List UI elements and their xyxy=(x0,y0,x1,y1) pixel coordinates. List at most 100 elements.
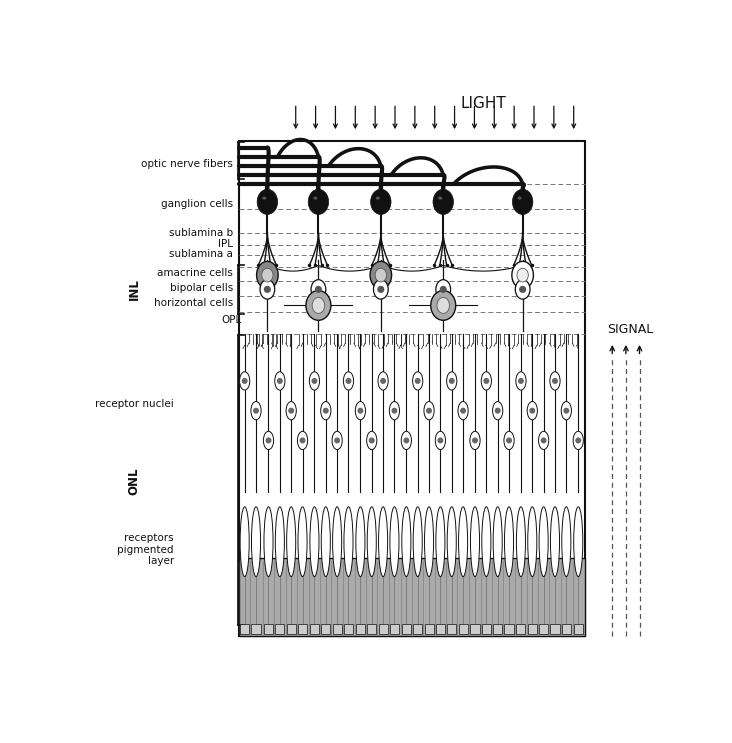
Ellipse shape xyxy=(471,507,479,577)
Ellipse shape xyxy=(308,189,329,215)
Ellipse shape xyxy=(240,507,249,577)
Ellipse shape xyxy=(260,279,274,299)
Circle shape xyxy=(438,438,443,443)
Ellipse shape xyxy=(373,279,388,299)
Ellipse shape xyxy=(573,431,583,450)
Circle shape xyxy=(404,438,408,443)
Ellipse shape xyxy=(458,507,468,577)
Bar xyxy=(574,623,583,634)
Circle shape xyxy=(300,438,305,443)
Circle shape xyxy=(254,409,258,413)
Text: sublamina a: sublamina a xyxy=(169,249,234,259)
Bar xyxy=(367,623,376,634)
Circle shape xyxy=(576,438,580,443)
Text: horizontal cells: horizontal cells xyxy=(154,298,234,308)
Bar xyxy=(298,623,307,634)
Ellipse shape xyxy=(310,372,320,390)
Ellipse shape xyxy=(355,401,365,420)
Text: LIGHT: LIGHT xyxy=(460,96,506,111)
Ellipse shape xyxy=(367,507,376,577)
Ellipse shape xyxy=(550,507,559,577)
Circle shape xyxy=(427,409,431,413)
Circle shape xyxy=(449,379,454,383)
Circle shape xyxy=(530,409,534,413)
Circle shape xyxy=(242,379,247,383)
Bar xyxy=(402,623,411,634)
Bar xyxy=(356,623,365,634)
Bar xyxy=(264,623,273,634)
Text: receptor nuclei: receptor nuclei xyxy=(95,399,173,409)
Ellipse shape xyxy=(512,189,533,215)
Ellipse shape xyxy=(370,189,391,215)
Ellipse shape xyxy=(252,507,261,577)
Ellipse shape xyxy=(264,507,273,577)
Circle shape xyxy=(564,409,569,413)
Text: INL: INL xyxy=(127,279,141,300)
Ellipse shape xyxy=(378,507,388,577)
Ellipse shape xyxy=(321,401,331,420)
Ellipse shape xyxy=(297,431,307,450)
Ellipse shape xyxy=(515,279,530,299)
Text: OPL: OPL xyxy=(222,315,242,325)
Circle shape xyxy=(315,287,321,292)
Bar xyxy=(240,623,249,634)
Circle shape xyxy=(473,438,477,443)
Ellipse shape xyxy=(287,507,296,577)
Bar xyxy=(482,623,491,634)
Text: sublamina b: sublamina b xyxy=(169,228,234,239)
Ellipse shape xyxy=(493,507,502,577)
Ellipse shape xyxy=(264,431,274,450)
Ellipse shape xyxy=(424,401,434,420)
Text: bipolar cells: bipolar cells xyxy=(170,283,234,293)
Circle shape xyxy=(378,287,384,292)
Bar xyxy=(516,623,526,634)
Ellipse shape xyxy=(378,372,388,390)
Ellipse shape xyxy=(430,291,456,320)
Bar xyxy=(471,623,479,634)
Ellipse shape xyxy=(356,507,365,577)
Ellipse shape xyxy=(561,507,571,577)
Ellipse shape xyxy=(401,431,411,450)
Ellipse shape xyxy=(344,507,353,577)
Circle shape xyxy=(312,379,317,383)
Ellipse shape xyxy=(251,401,261,420)
Text: SIGNAL: SIGNAL xyxy=(608,323,654,336)
Circle shape xyxy=(507,438,512,443)
Ellipse shape xyxy=(389,401,400,420)
Text: IPL: IPL xyxy=(218,239,234,249)
Ellipse shape xyxy=(313,196,318,200)
Bar xyxy=(561,623,571,634)
Ellipse shape xyxy=(528,507,537,577)
Ellipse shape xyxy=(527,401,537,420)
Bar xyxy=(344,623,353,634)
Ellipse shape xyxy=(298,507,307,577)
Ellipse shape xyxy=(257,262,278,289)
Ellipse shape xyxy=(239,372,250,390)
Ellipse shape xyxy=(512,262,534,289)
Ellipse shape xyxy=(262,268,273,282)
Ellipse shape xyxy=(518,196,522,200)
Bar xyxy=(425,623,433,634)
Circle shape xyxy=(346,379,351,383)
Ellipse shape xyxy=(504,507,514,577)
Bar xyxy=(550,623,559,634)
Bar xyxy=(504,623,514,634)
Ellipse shape xyxy=(402,507,411,577)
Circle shape xyxy=(416,379,420,383)
Circle shape xyxy=(392,409,397,413)
Ellipse shape xyxy=(367,431,377,450)
Circle shape xyxy=(519,379,523,383)
Circle shape xyxy=(381,379,385,383)
Ellipse shape xyxy=(274,372,285,390)
Ellipse shape xyxy=(482,507,491,577)
Circle shape xyxy=(289,409,294,413)
Bar xyxy=(539,623,548,634)
Text: ganglion cells: ganglion cells xyxy=(161,198,234,209)
Ellipse shape xyxy=(539,431,549,450)
Ellipse shape xyxy=(332,431,343,450)
Circle shape xyxy=(441,287,446,292)
Bar xyxy=(413,623,422,634)
Ellipse shape xyxy=(438,196,442,200)
Bar xyxy=(275,623,284,634)
Ellipse shape xyxy=(436,431,446,450)
